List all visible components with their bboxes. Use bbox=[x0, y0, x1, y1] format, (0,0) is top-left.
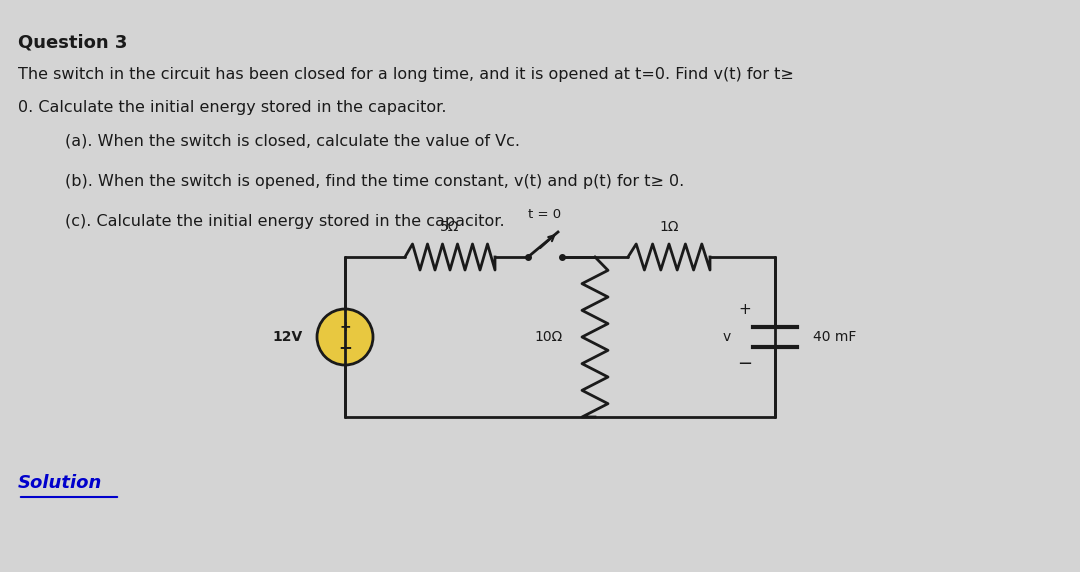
Text: 12V: 12V bbox=[273, 330, 303, 344]
Text: (a). When the switch is closed, calculate the value of Vc.: (a). When the switch is closed, calculat… bbox=[65, 134, 519, 149]
Text: 1Ω: 1Ω bbox=[659, 220, 678, 234]
Text: +: + bbox=[739, 303, 752, 317]
Text: The switch in the circuit has been closed for a long time, and it is opened at t: The switch in the circuit has been close… bbox=[18, 67, 794, 82]
Text: Question 3: Question 3 bbox=[18, 34, 127, 52]
Text: −: − bbox=[338, 338, 352, 356]
Text: v: v bbox=[723, 330, 731, 344]
Text: (c). Calculate the initial energy stored in the capacitor.: (c). Calculate the initial energy stored… bbox=[65, 214, 504, 229]
Text: 10Ω: 10Ω bbox=[535, 330, 563, 344]
Text: 5Ω: 5Ω bbox=[441, 220, 460, 234]
Text: 0. Calculate the initial energy stored in the capacitor.: 0. Calculate the initial energy stored i… bbox=[18, 100, 446, 115]
Circle shape bbox=[318, 309, 373, 365]
Text: Solution: Solution bbox=[18, 474, 103, 492]
Text: 40 mF: 40 mF bbox=[813, 330, 856, 344]
Text: t = 0: t = 0 bbox=[528, 208, 562, 221]
Text: +: + bbox=[339, 320, 351, 334]
Text: (b). When the switch is opened, find the time constant, v(t) and p(t) for t≥ 0.: (b). When the switch is opened, find the… bbox=[65, 174, 685, 189]
Text: −: − bbox=[738, 355, 753, 373]
